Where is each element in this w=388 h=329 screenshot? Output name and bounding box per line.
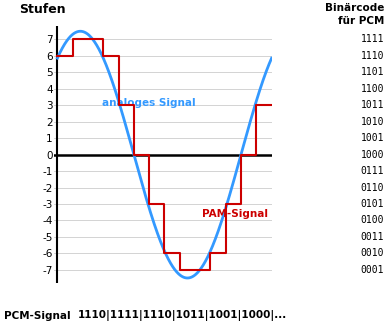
Text: 1101: 1101 [360,67,384,77]
Text: 0111: 0111 [360,166,384,176]
Text: 1110: 1110 [360,51,384,61]
Text: 0001: 0001 [360,265,384,275]
Text: 0101: 0101 [360,199,384,209]
Text: 1000: 1000 [360,150,384,160]
Text: Binärcode: Binärcode [325,3,384,13]
Text: 1100: 1100 [360,84,384,94]
Text: 1110|1111|1110|1011|1001|1000|...: 1110|1111|1110|1011|1001|1000|... [78,310,287,321]
Text: PAM-Signal: PAM-Signal [202,209,268,219]
Text: 0110: 0110 [360,183,384,192]
Text: 0010: 0010 [360,248,384,258]
Text: 0100: 0100 [360,215,384,225]
Text: 0011: 0011 [360,232,384,242]
Text: 1001: 1001 [360,133,384,143]
Text: für PCM: für PCM [338,16,384,26]
Text: 1010: 1010 [360,117,384,127]
Text: PCM-Signal: PCM-Signal [4,311,71,321]
Text: Stufen: Stufen [19,3,66,16]
Text: 1011: 1011 [360,100,384,110]
Text: analoges Signal: analoges Signal [102,98,196,108]
Text: 1111: 1111 [360,35,384,44]
